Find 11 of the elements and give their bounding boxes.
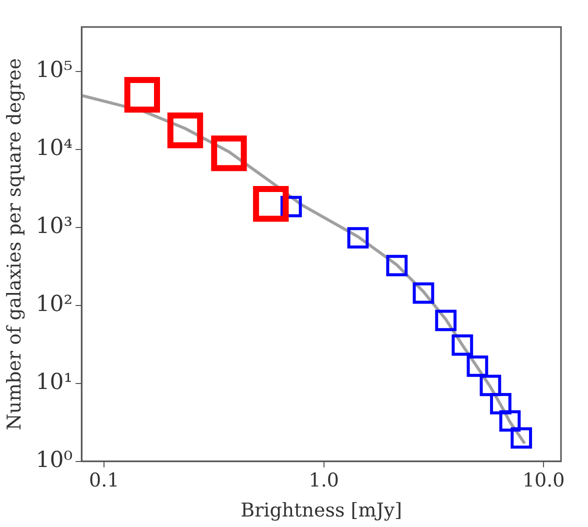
x-tick-label: 10.0 <box>522 470 565 492</box>
x-axis-title: Brightness [mJy] <box>240 500 402 522</box>
y-tick-label: 10⁰ <box>36 448 73 474</box>
x-tick-label: 0.1 <box>89 470 120 492</box>
y-tick-label: 10⁴ <box>36 136 73 162</box>
y-axis-title: Number of galaxies per square degree <box>3 58 26 430</box>
x-tick-label: 1.0 <box>308 470 339 492</box>
y-tick-label: 10¹ <box>36 370 73 396</box>
y-tick-label: 10⁵ <box>36 58 73 84</box>
y-tick-label: 10² <box>36 292 73 318</box>
y-tick-label: 10³ <box>36 214 73 240</box>
